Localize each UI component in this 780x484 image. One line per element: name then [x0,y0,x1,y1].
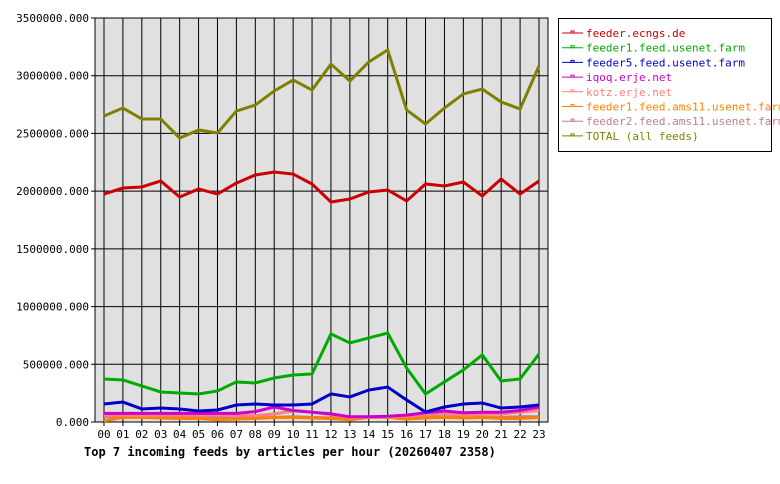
x-tick-label: 04 [173,428,187,441]
x-tick-label: 00 [97,428,110,441]
legend-marker [570,45,575,49]
y-tick-label: 0.000 [56,416,89,429]
y-tick-label: 500000.000 [23,358,89,371]
legend [558,18,772,152]
x-tick-label: 15 [381,428,394,441]
x-tick-label: 18 [438,428,451,441]
y-tick-label: 1000000.000 [16,301,89,314]
series-line-feeder-ecngs-de [103,170,540,204]
series-line-feeder1-feed-usenet-farm [103,331,541,396]
y-tick-label: 3500000.000 [16,12,89,25]
x-tick-label: 09 [268,428,281,441]
x-tick-label: 14 [362,428,376,441]
legend-label: kotz.erje.net [586,86,672,99]
chart-title: Top 7 incoming feeds by articles per hou… [84,445,496,459]
x-tick-label: 22 [513,428,526,441]
x-tick-label: 12 [324,428,337,441]
series-line-total-all-feeds- [103,47,541,140]
y-tick-label: 2000000.000 [16,185,89,198]
x-tick-label: 13 [343,428,356,441]
x-tick-label: 02 [135,428,148,441]
legend-marker [570,133,575,137]
x-tick-label: 06 [211,428,224,441]
legend-marker [570,118,575,122]
x-tick-label: 05 [192,428,205,441]
x-tick-label: 03 [154,428,167,441]
x-tick-label: 23 [532,428,545,441]
legend-label: feeder5.feed.usenet.farm [586,56,745,69]
x-tick-label: 21 [495,428,508,441]
legend-label: feeder1.feed.ams11.usenet.farm [586,101,780,114]
x-tick-label: 16 [400,428,413,441]
y-tick-label: 3000000.000 [16,70,89,83]
x-tick-label: 10 [287,428,300,441]
legend-label: TOTAL (all feeds) [586,130,699,143]
series-line-feeder1-feed-ams11-usenet-farm [103,415,540,423]
y-tick-label: 1500000.000 [16,243,89,256]
y-tick-label: 2500000.000 [16,127,89,140]
legend-label: feeder2.feed.ams11.usenet.farm [586,115,780,128]
legend-marker [570,59,575,63]
legend-label: iqoq.erje.net [586,71,672,84]
series-line-feeder5-feed-usenet-farm [103,385,540,414]
legend-marker [570,30,575,34]
x-tick-label: 01 [116,428,129,441]
legend-label: feeder1.feed.usenet.farm [586,42,745,55]
legend-marker [570,89,575,93]
legend-marker [570,104,575,107]
legend-marker [570,74,575,78]
x-tick-label: 08 [249,428,262,441]
legend-label: feeder.ecngs.de [586,27,685,40]
x-tick-label: 20 [476,428,489,441]
x-tick-label: 07 [230,428,243,441]
x-tick-label: 17 [419,428,432,441]
series-line-iqoq-erje-net [104,405,540,419]
x-tick-label: 11 [305,428,318,441]
x-tick-label: 19 [457,428,470,441]
